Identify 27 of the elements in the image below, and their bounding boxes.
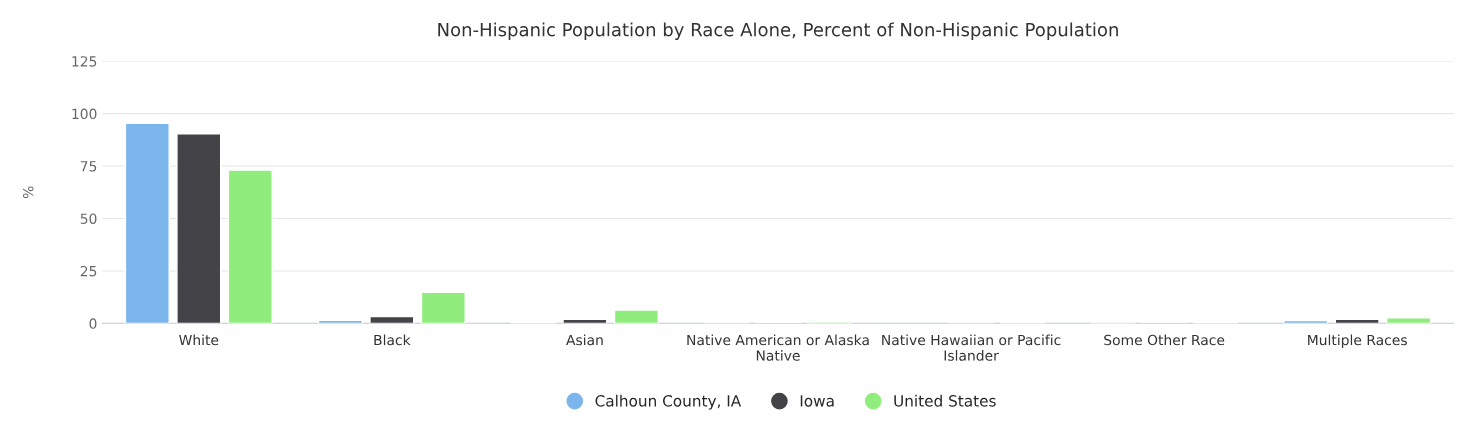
x-tick-label: White — [179, 334, 219, 346]
y-axis-title: % — [22, 186, 34, 199]
x-tick-label: Asian — [566, 334, 603, 346]
chart-title: Non-Hispanic Population by Race Alone, Percent of Non-Hispanic Population — [438, 22, 1118, 40]
y-tick-label: 50 — [80, 213, 97, 224]
y-tick-label: 75 — [80, 161, 97, 172]
bar — [176, 133, 222, 324]
y-tick-label: 100 — [72, 108, 97, 120]
x-tick-label: Some Other Race — [1104, 334, 1225, 346]
y-tick-label: 25 — [80, 265, 97, 277]
x-tick-label: Native American or Alaska Native — [687, 334, 869, 361]
bar — [227, 169, 273, 324]
legend-label: Calhoun County, IA — [595, 394, 742, 410]
x-tick-label: Black — [374, 334, 411, 346]
bar — [613, 309, 659, 324]
legend-label: Iowa — [800, 395, 834, 407]
x-tick-label: Multiple Races — [1308, 334, 1407, 348]
bar — [562, 318, 608, 324]
bar — [124, 122, 170, 324]
bar — [369, 315, 415, 324]
legend-label: United States — [894, 394, 996, 407]
bar — [1334, 318, 1380, 324]
x-tick-label: Native Hawaiian or Pacific Islander — [882, 334, 1061, 361]
y-tick-label: 0 — [89, 318, 97, 329]
bar — [1386, 317, 1432, 324]
y-tick-label: 125 — [72, 56, 97, 67]
bar — [420, 291, 466, 324]
